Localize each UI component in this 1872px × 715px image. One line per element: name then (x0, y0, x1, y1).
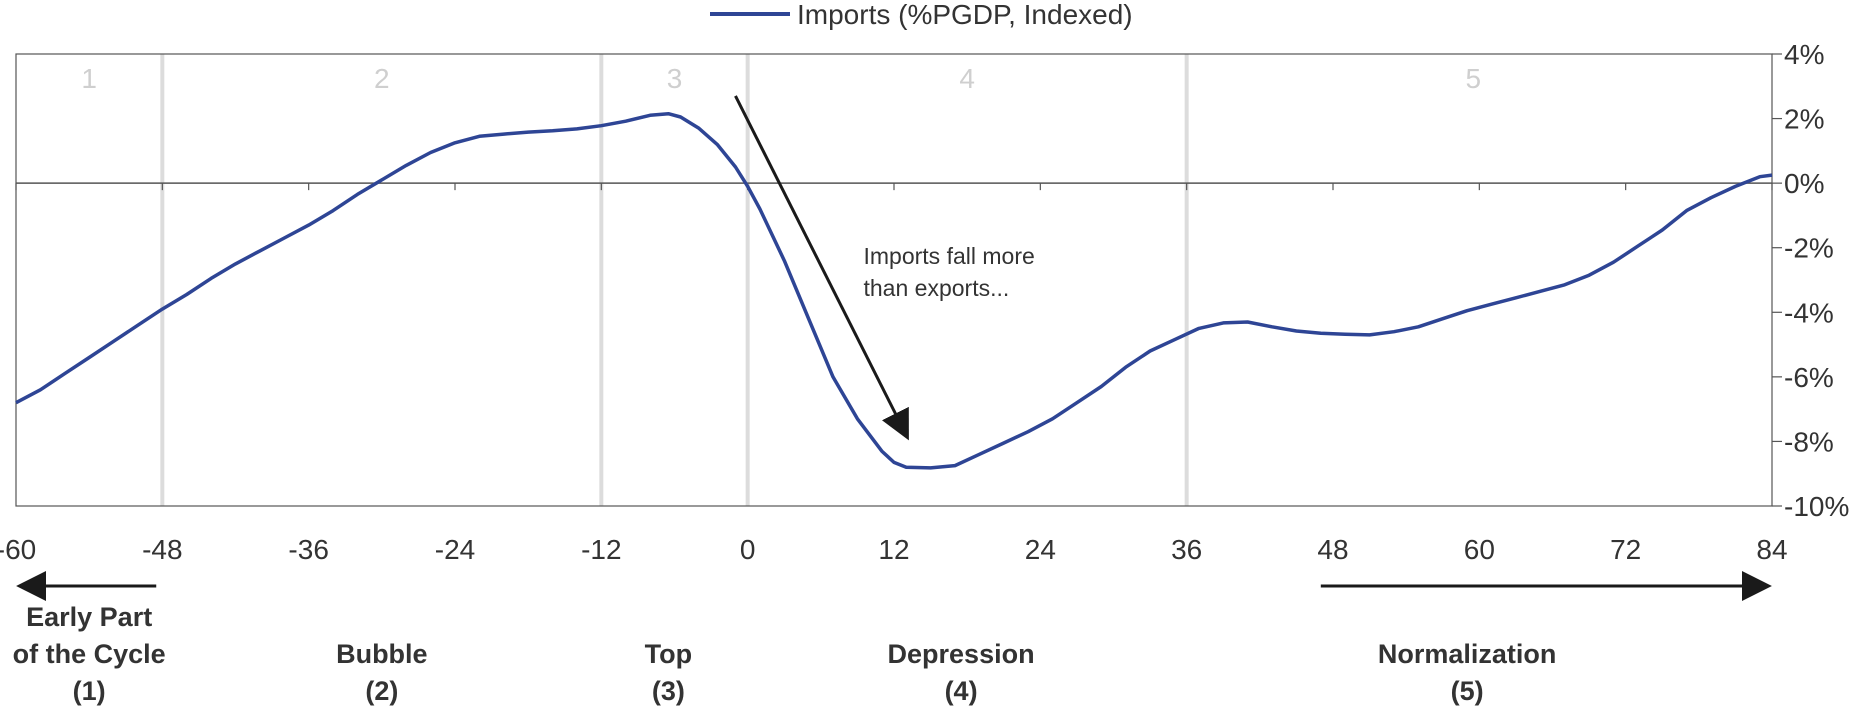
x-tick-label: -48 (142, 534, 182, 565)
annotation: Imports fall more than exports... (734, 95, 1035, 441)
y-tick-label: 4% (1784, 39, 1824, 70)
x-tick-label: 36 (1171, 534, 1202, 565)
y-axis: 4% 2% 0% -2% -4% -6% -8% -10% (1772, 39, 1849, 522)
phase-label: Normalization (1378, 639, 1557, 669)
y-tick-label: 2% (1784, 104, 1824, 135)
x-tick-label: 12 (878, 534, 909, 565)
annotation-text: than exports... (864, 275, 1010, 301)
phase-label: (2) (365, 676, 398, 706)
phase-label: Depression (888, 639, 1035, 669)
phase-label: Bubble (336, 639, 428, 669)
phase-number: 5 (1465, 63, 1481, 94)
phase-number: 3 (667, 63, 683, 94)
x-tick-label: -60 (0, 534, 36, 565)
x-tick-label: 84 (1756, 534, 1787, 565)
x-tick-label: -12 (581, 534, 621, 565)
x-tick-label: -36 (288, 534, 328, 565)
x-tick-label: -24 (435, 534, 475, 565)
annotation-text: Imports fall more (864, 243, 1035, 269)
phase-numbers: 1 2 3 4 5 (81, 63, 1481, 94)
x-tick-label: 0 (740, 534, 756, 565)
phase-label: (4) (945, 676, 978, 706)
x-axis: -60 -48 -36 -24 -12 0 12 24 36 48 60 72 84 (0, 183, 1788, 565)
series-line-imports (15, 111, 1773, 470)
x-tick-label: 24 (1025, 534, 1056, 565)
x-tick-label: 48 (1317, 534, 1348, 565)
phase-labels: Early Part of the Cycle (1) Bubble (2) Top (3)… (13, 602, 1557, 706)
series (15, 111, 1773, 470)
legend: Imports (%PGDP, Indexed) (710, 0, 1133, 30)
phase-label: (1) (73, 676, 106, 706)
phase-number: 4 (959, 63, 975, 94)
phase-label: of the Cycle (13, 639, 166, 669)
phase-number: 1 (81, 63, 97, 94)
y-tick-label: -8% (1784, 426, 1834, 457)
phase-label: Top (645, 639, 692, 669)
y-tick-label: -10% (1784, 491, 1849, 522)
x-tick-label: 60 (1464, 534, 1495, 565)
phase-label: (5) (1451, 676, 1484, 706)
phase-label: (3) (652, 676, 685, 706)
phase-number: 2 (374, 63, 390, 94)
y-tick-label: -4% (1784, 297, 1834, 328)
plot-frame (15, 53, 1773, 507)
phase-boundaries (160, 54, 1189, 506)
annotation-arrow (734, 95, 909, 441)
phase-label: Early Part (26, 602, 152, 632)
legend-label: Imports (%PGDP, Indexed) (797, 0, 1133, 30)
y-tick-label: -6% (1784, 362, 1834, 393)
y-tick-label: 0% (1784, 168, 1824, 199)
y-tick-label: -2% (1784, 233, 1834, 264)
x-tick-label: 72 (1610, 534, 1641, 565)
